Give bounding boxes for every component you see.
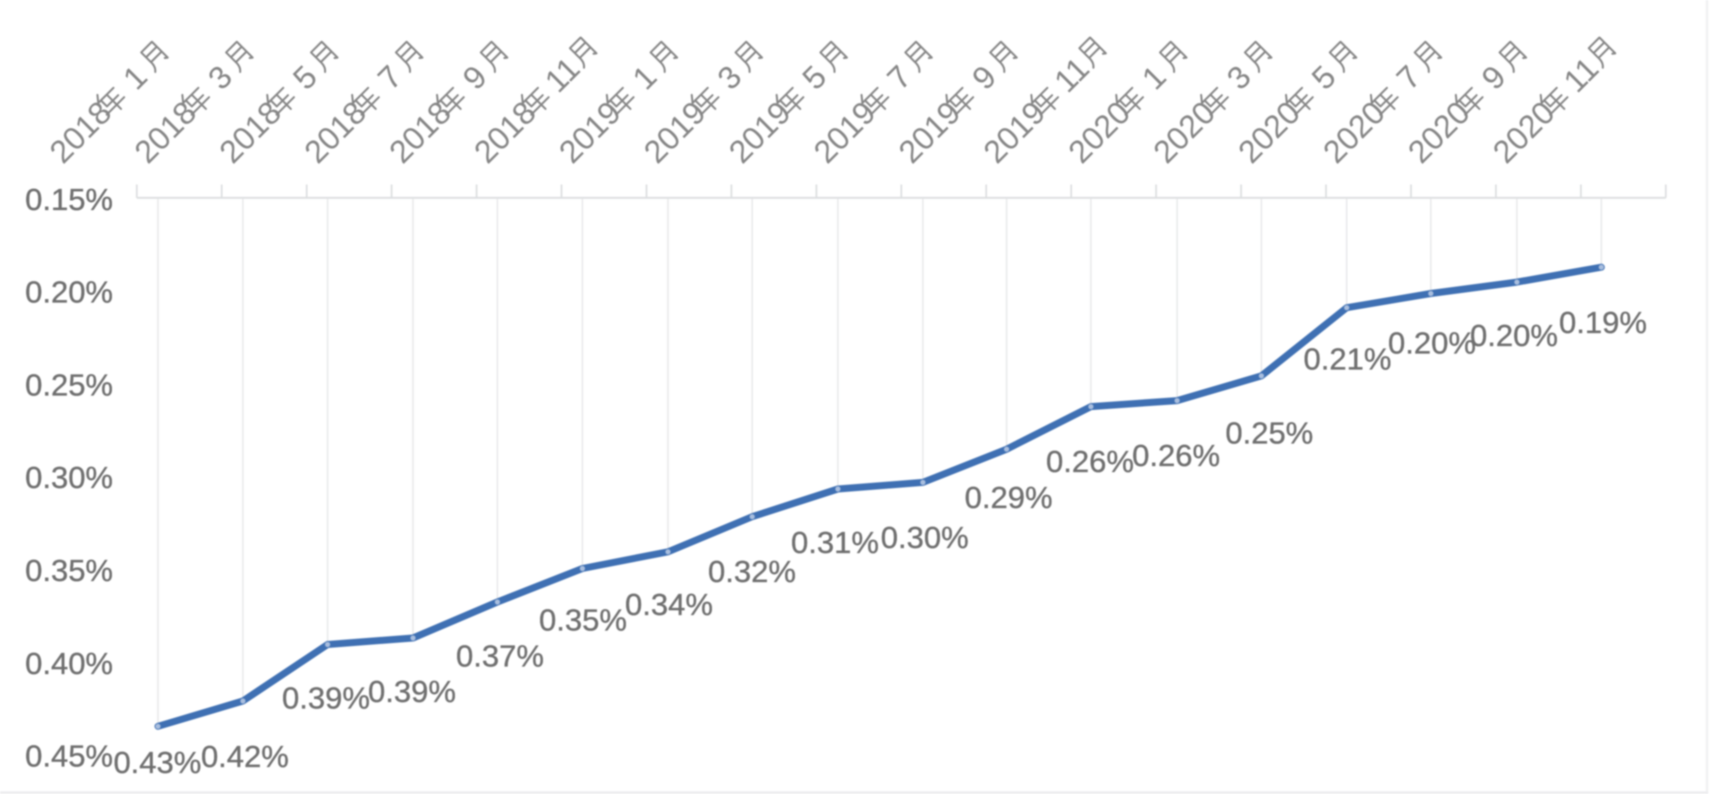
svg-text:0.26%: 0.26% xyxy=(1132,438,1220,473)
svg-text:1: 1 xyxy=(625,58,663,96)
svg-text:0.26%: 0.26% xyxy=(1046,444,1134,479)
svg-text:0.43%: 0.43% xyxy=(113,745,201,780)
svg-text:0.42%: 0.42% xyxy=(201,739,289,774)
svg-text:0.32%: 0.32% xyxy=(708,554,796,589)
svg-text:0.35%: 0.35% xyxy=(539,602,627,637)
svg-text:0.34%: 0.34% xyxy=(625,587,713,622)
svg-text:7: 7 xyxy=(1390,58,1428,96)
svg-text:0.15%: 0.15% xyxy=(25,182,113,217)
svg-text:9: 9 xyxy=(965,58,1003,96)
svg-text:0.25%: 0.25% xyxy=(1225,415,1313,450)
svg-text:0.31%: 0.31% xyxy=(791,525,879,560)
svg-text:0.29%: 0.29% xyxy=(965,480,1053,515)
svg-text:0.39%: 0.39% xyxy=(368,674,456,709)
svg-text:1: 1 xyxy=(1135,58,1173,96)
svg-text:7: 7 xyxy=(880,58,918,96)
svg-text:7: 7 xyxy=(371,58,409,96)
svg-text:0.30%: 0.30% xyxy=(25,460,113,495)
svg-text:0.25%: 0.25% xyxy=(25,367,113,402)
svg-text:1: 1 xyxy=(116,58,154,96)
svg-text:5: 5 xyxy=(795,58,833,96)
svg-text:9: 9 xyxy=(1474,58,1512,96)
svg-text:3: 3 xyxy=(710,58,748,96)
svg-text:0.21%: 0.21% xyxy=(1304,342,1392,377)
svg-text:0.39%: 0.39% xyxy=(282,681,370,716)
svg-text:3: 3 xyxy=(1220,58,1258,96)
svg-text:5: 5 xyxy=(286,58,324,96)
svg-text:0.35%: 0.35% xyxy=(25,553,113,588)
svg-text:0.37%: 0.37% xyxy=(456,639,544,674)
svg-text:5: 5 xyxy=(1305,58,1343,96)
svg-text:0.45%: 0.45% xyxy=(25,739,113,774)
svg-text:3: 3 xyxy=(201,58,239,96)
svg-text:0.20%: 0.20% xyxy=(1470,318,1558,353)
svg-text:9: 9 xyxy=(456,58,494,96)
svg-text:0.20%: 0.20% xyxy=(1388,326,1476,361)
svg-text:0.19%: 0.19% xyxy=(1559,305,1647,340)
svg-text:0.30%: 0.30% xyxy=(881,520,969,555)
svg-text:0.20%: 0.20% xyxy=(25,275,113,310)
svg-text:0.40%: 0.40% xyxy=(25,646,113,681)
